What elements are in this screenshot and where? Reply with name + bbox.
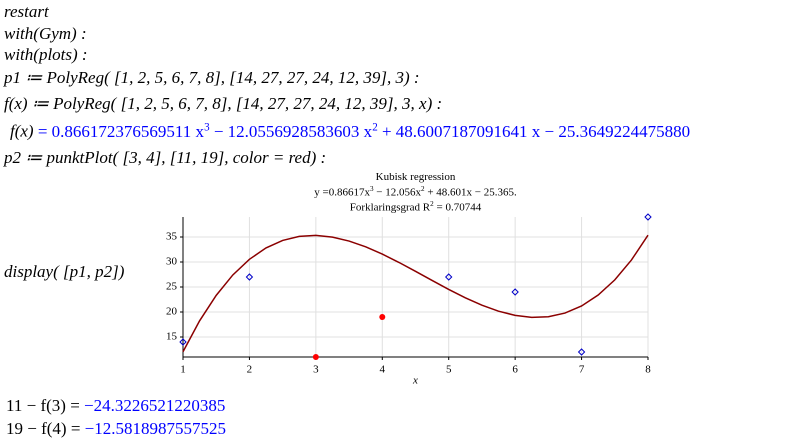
- exponent: 2: [372, 121, 378, 133]
- data-point: [644, 213, 652, 221]
- plot-subtitle: y =0.86617x3 − 12.056x2 + 48.601x − 25.3…: [183, 185, 648, 199]
- data-point: [179, 338, 187, 346]
- x-tick-label: 6: [512, 364, 518, 376]
- input-line[interactable]: f(x) ≔ PolyReg( [1, 2, 5, 6, 7, 8], [14,…: [4, 94, 443, 113]
- result-value: −24.3226521220385: [84, 396, 226, 415]
- input-line[interactable]: with(plots) :: [4, 45, 88, 64]
- expr: 19 − f(4): [6, 419, 67, 438]
- exponent: 3: [204, 121, 210, 133]
- result-line: 19 − f(4) = −12.5818987557525: [6, 419, 226, 439]
- x-tick-label: 8: [645, 364, 651, 376]
- term: + 48.6007187091641 x − 25.3649224475880: [377, 121, 691, 141]
- x-axis-label: x: [412, 375, 418, 387]
- regression-curve: [182, 234, 649, 353]
- data-point: [245, 273, 254, 281]
- term: = 0.866172376569511 x: [37, 121, 205, 141]
- output-lhs: f(x): [10, 121, 34, 141]
- data-point: [379, 314, 386, 320]
- y-tick-label: 20: [166, 306, 178, 318]
- data-point: [445, 273, 453, 281]
- output-term: = 0.866172376569511 x3 − 12.055692858360…: [37, 121, 691, 141]
- term: − 12.0556928583603 x: [209, 121, 373, 141]
- t: Forklaringsgrad R: [349, 201, 431, 214]
- plot-title: Kubisk regression: [375, 171, 456, 183]
- t: − 12.056x: [373, 186, 421, 199]
- input-line[interactable]: p1 ≔ PolyReg( [1, 2, 5, 6, 7, 8], [14, 2…: [4, 68, 420, 87]
- data-point: [577, 348, 586, 356]
- x-tick-label: 7: [579, 364, 585, 376]
- input-line[interactable]: with(Gym) :: [4, 24, 87, 43]
- x-tick-label: 5: [446, 364, 452, 376]
- input-line[interactable]: display( [p1, p2]): [4, 262, 125, 281]
- data-point: [312, 354, 319, 360]
- exponent: 2: [430, 200, 434, 208]
- x-tick-label: 2: [247, 364, 253, 376]
- eq: =: [70, 419, 81, 438]
- input-line[interactable]: p2 ≔ punktPlot( [3, 4], [11, 19], color …: [4, 148, 327, 167]
- y-tick-label: 25: [166, 281, 178, 293]
- x-tick-label: 4: [380, 364, 386, 376]
- x-tick-label: 1: [180, 364, 186, 376]
- result-value: −12.5818987557525: [84, 419, 227, 438]
- y-tick-label: 15: [166, 331, 178, 343]
- eq: =: [70, 396, 80, 415]
- t: = 0.70744: [433, 201, 482, 214]
- exponent: 3: [369, 185, 374, 193]
- plot-r2: Forklaringsgrad R2 = 0.70744: [183, 200, 648, 214]
- data-point: [511, 288, 519, 296]
- input-line[interactable]: restart: [4, 2, 49, 21]
- t: y =0.86617x: [314, 186, 370, 199]
- y-tick-label: 35: [166, 231, 178, 243]
- exponent: 2: [421, 185, 425, 193]
- y-tick-label: 30: [166, 256, 178, 268]
- expr: 11 − f(3): [6, 396, 66, 415]
- output-line: f(x) = 0.866172376569511 x3 − 12.0556928…: [10, 121, 690, 142]
- result-line: 11 − f(3) = −24.3226521220385: [6, 396, 225, 416]
- t: + 48.601x − 25.365.: [424, 186, 517, 199]
- x-tick-label: 3: [313, 364, 319, 376]
